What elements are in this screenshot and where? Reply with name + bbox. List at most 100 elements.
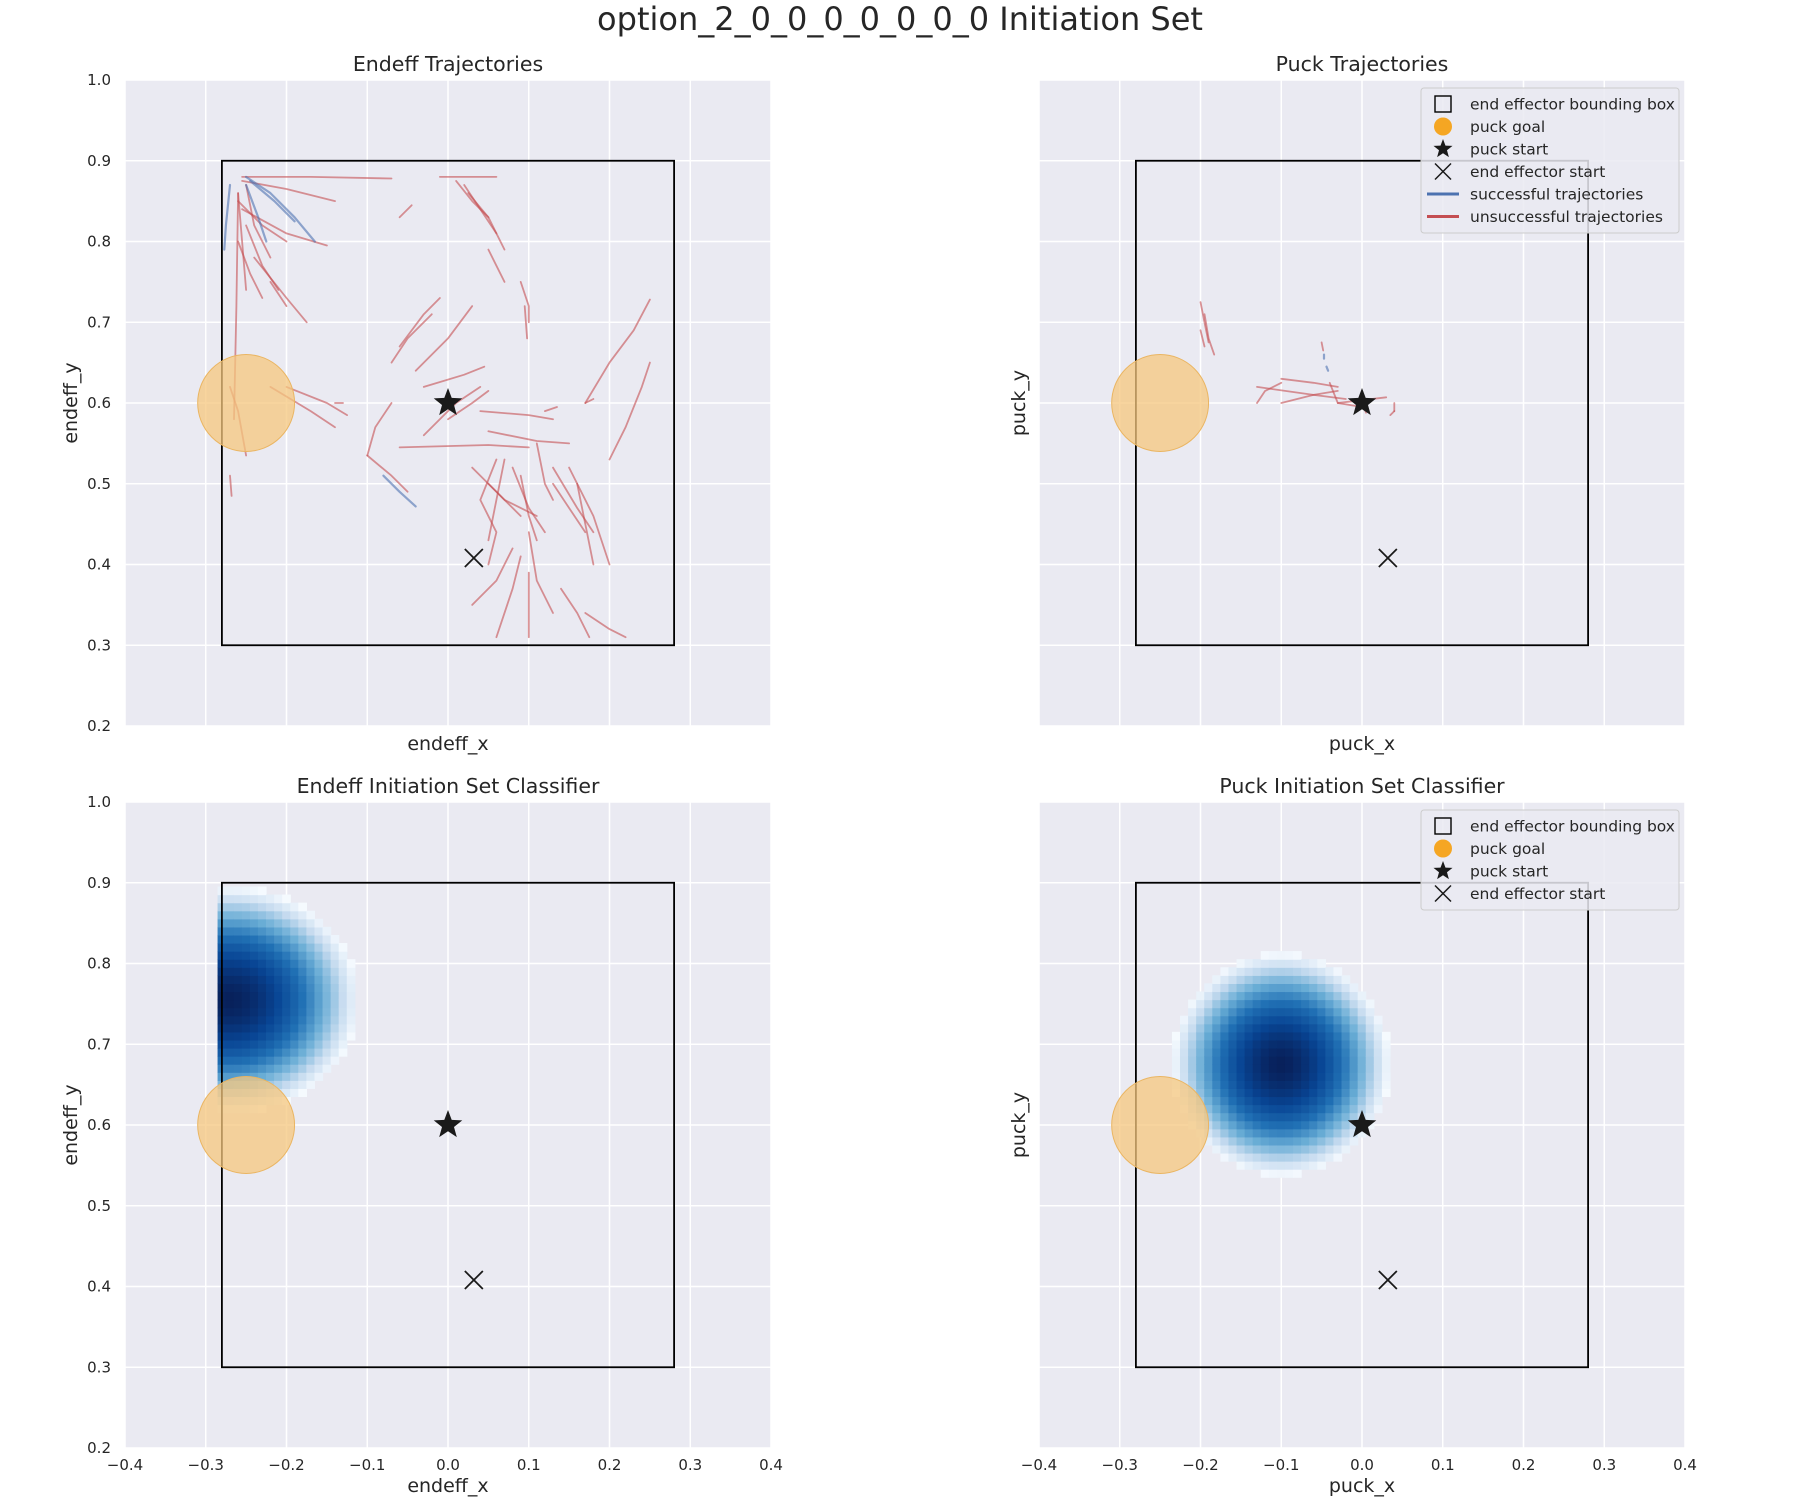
heatmap-cell (1333, 1007, 1343, 1017)
heatmap-cell (249, 1015, 259, 1025)
heatmap-cell (1244, 975, 1254, 984)
heatmap-cell (1260, 1015, 1270, 1025)
heatmap-cell (1244, 1072, 1254, 1081)
heatmap-cell (1293, 975, 1302, 984)
heatmap-cell (1349, 1023, 1359, 1033)
heatmap-cell (1309, 1015, 1318, 1025)
heatmap-cell (1293, 1169, 1302, 1178)
heatmap-cell (322, 967, 332, 976)
heatmap-cell (233, 1039, 243, 1049)
unsuccessful-trajectory (1320, 341, 1325, 352)
heatmap-cell (338, 967, 348, 976)
heatmap-cell (1244, 1088, 1254, 1098)
heatmap-cell (1260, 1088, 1270, 1098)
heatmap-cell (225, 967, 235, 976)
heatmap-cell (225, 1064, 235, 1073)
heatmap-cell (1284, 1064, 1294, 1073)
heatmap-cell (274, 1072, 283, 1081)
heatmap-cell (1268, 1169, 1278, 1178)
heatmap-cell (1260, 991, 1270, 1001)
heatmap-cell (298, 943, 307, 952)
heatmap-cell (298, 1023, 307, 1033)
unsuccessful-trajectory (245, 184, 272, 259)
heatmap-cell (233, 1007, 243, 1017)
unsuccessful-trajectory (237, 200, 288, 243)
heatmap-cell (1301, 1152, 1310, 1162)
heatmap-cell (225, 1007, 235, 1017)
heatmap-cell (1317, 1112, 1326, 1122)
heatmap-cell (306, 1080, 316, 1089)
heatmap-cell (1204, 1015, 1213, 1025)
heatmap-cell (1365, 1088, 1375, 1098)
heatmap-cell (1260, 967, 1270, 976)
heatmap-cell (1212, 991, 1221, 1001)
legend-label-bbox: end effector bounding box (1470, 818, 1675, 836)
heatmap-cell (322, 1047, 332, 1057)
unsuccessful-trajectory (229, 474, 233, 497)
legend-label-puck-start: puck start (1470, 141, 1548, 159)
heatmap-cell (314, 1007, 324, 1017)
heatmap-cell (1276, 1120, 1286, 1130)
heatmap-cell (1284, 1096, 1294, 1106)
heatmap-cell (266, 999, 275, 1009)
heatmap-cell (266, 1007, 275, 1017)
heatmap-cell (1284, 1152, 1294, 1162)
heatmap-cell (1365, 1031, 1375, 1041)
heatmap-cell (1341, 1080, 1351, 1089)
heatmap-cell (1349, 1015, 1359, 1025)
heatmap-cell (1276, 1056, 1286, 1065)
heatmap-cell (1268, 1096, 1278, 1106)
heatmap-cell (1236, 1023, 1246, 1033)
heatmap-cell (1196, 999, 1205, 1009)
heatmap-cell (1301, 1096, 1310, 1106)
heatmap-cell (1317, 999, 1326, 1009)
x-axis-label: puck_x (1329, 1475, 1395, 1497)
heatmap-cell (1349, 1096, 1359, 1106)
heatmap-cell (1212, 999, 1221, 1009)
heatmap-cell (1365, 1047, 1375, 1057)
heatmap-cell (241, 943, 251, 952)
heatmap-cell (1284, 1015, 1294, 1025)
heatmap-cell (1365, 999, 1375, 1009)
heatmap-cell (1228, 1015, 1238, 1025)
heatmap-cell (1268, 1047, 1278, 1057)
heatmap-cell (1365, 1096, 1375, 1106)
heatmap-cell (1212, 1120, 1221, 1130)
legend: end effector bounding box puck goal puck s… (1420, 809, 1680, 911)
heatmap-cell (1325, 1088, 1335, 1098)
heatmap-cell (1317, 991, 1326, 1001)
heatmap-cell (322, 999, 332, 1009)
heatmap-cell (1293, 1152, 1302, 1162)
heatmap-cell (314, 934, 324, 944)
heatmap-cell (1228, 1112, 1238, 1122)
heatmap-cell (298, 975, 307, 984)
unsuccessful-trajectory (1280, 389, 1339, 404)
unsuccessful-trajectory (527, 531, 554, 614)
heatmap-cell (1212, 1104, 1221, 1114)
heatmap-cell (1196, 1039, 1205, 1049)
heatmap-cell (233, 951, 243, 960)
heatmap-cell (306, 951, 316, 960)
unsuccessful-trajectory (1203, 313, 1216, 356)
heatmap-cell (1252, 999, 1262, 1009)
heatmap-cell (322, 951, 332, 960)
heatmap-cell (1325, 1152, 1335, 1162)
heatmap-cell (1220, 975, 1230, 984)
x-axis-label: endeff_x (407, 733, 488, 755)
heatmap-cell (274, 983, 283, 993)
y-tick-label: 0.8 (87, 233, 111, 251)
heatmap-cell (282, 959, 291, 968)
heatmap-cell (257, 1056, 267, 1065)
heatmap-cell (330, 1056, 340, 1065)
heatmap-cell (1301, 967, 1310, 976)
heatmap-cell (1236, 1104, 1246, 1114)
heatmap-cell (1365, 1039, 1375, 1049)
heatmap-cell (1244, 967, 1254, 976)
heatmap-cell (233, 1031, 243, 1041)
heatmap-cell (1284, 1169, 1294, 1178)
heatmap-cell (1373, 1056, 1383, 1065)
heatmap-cell (1333, 1120, 1343, 1130)
heatmap-cell (1220, 1112, 1230, 1122)
y-tick-label: 0.3 (87, 1358, 111, 1376)
heatmap-cell (1309, 1136, 1318, 1146)
